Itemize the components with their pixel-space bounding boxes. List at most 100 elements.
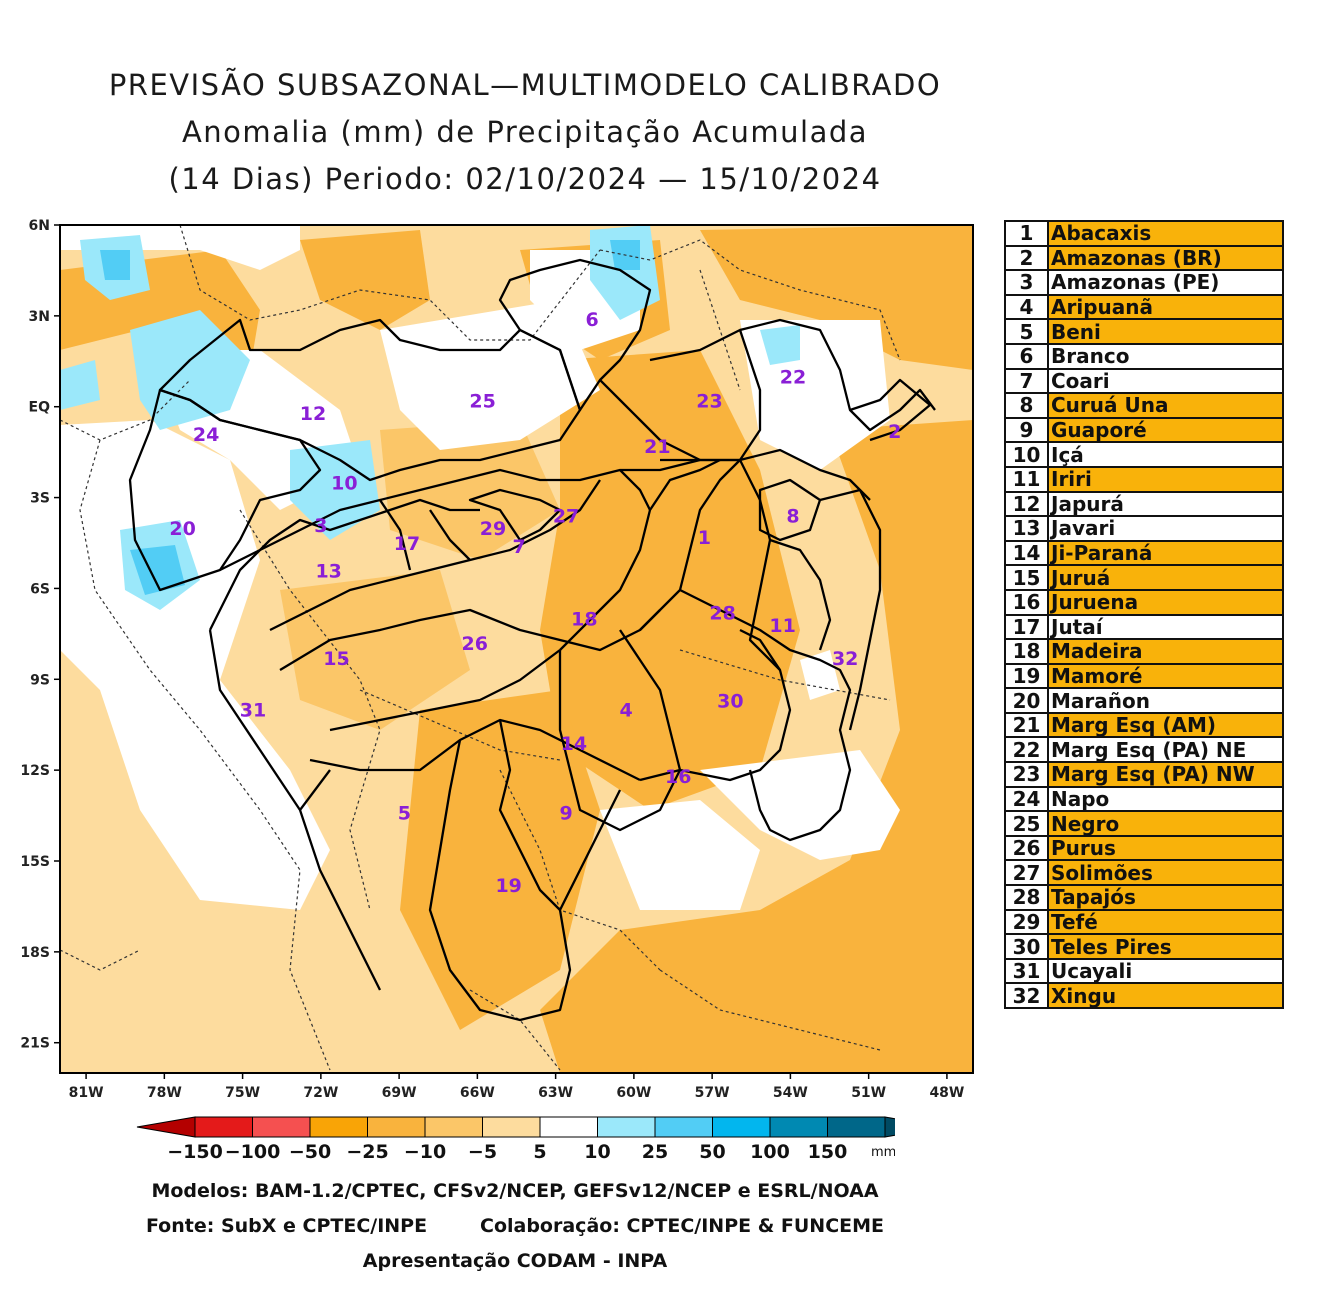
legend-row: 21 Marg Esq (AM) <box>1004 711 1284 739</box>
colorbar-label: 25 <box>642 1141 668 1163</box>
lon-label-6: 63W <box>538 1085 573 1101</box>
legend-row-number: 8 <box>1004 392 1049 419</box>
lon-label-10: 51W <box>851 1085 886 1101</box>
basin-number-15: 15 <box>323 648 349 670</box>
legend-row-basin-name: Marg Esq (PA) NW <box>1047 761 1284 788</box>
basin-number-6: 6 <box>586 309 599 331</box>
basin-number-25: 25 <box>469 391 495 413</box>
basin-number-1: 1 <box>698 527 711 549</box>
legend-row: 1 Abacaxis <box>1004 220 1284 247</box>
legend-row-number: 1 <box>1004 220 1049 247</box>
legend-row-number: 10 <box>1004 441 1049 468</box>
colorbar: −150 −100 −50 −25 −10 −5 5 10 25 50 100 150 mm <box>136 1116 895 1163</box>
colorbar-label: −100 <box>225 1141 281 1163</box>
basin-number-21: 21 <box>644 436 670 458</box>
latitude-axis: 6N 3N EQ 3S 6S 9S 12S 15S 18S 21S <box>20 218 60 1052</box>
basin-boundaries <box>128 258 936 1022</box>
map-frame <box>59 224 974 1074</box>
colorbar-boxes <box>136 1116 895 1138</box>
legend-row: 18 Madeira <box>1004 638 1284 665</box>
colorbar-arrow-left <box>136 1116 196 1138</box>
legend-row-number: 7 <box>1004 367 1049 395</box>
legend-row-number: 26 <box>1004 834 1049 862</box>
lat-label-2: EQ <box>29 400 51 416</box>
legend-row-basin-name: Tefé <box>1047 908 1284 936</box>
basin-number-27: 27 <box>553 506 579 528</box>
legend-row-number: 23 <box>1004 761 1049 788</box>
footer-presentation: Apresentação CODAM - INPA <box>362 1250 668 1272</box>
legend-row: 6 Branco <box>1004 342 1284 370</box>
legend-row: 29 Tefé <box>1004 908 1284 936</box>
legend-row: 17 Jutaí <box>1004 613 1284 641</box>
legend-row-basin-name: Marg Esq (AM) <box>1047 711 1284 739</box>
lat-label-3: 3S <box>30 491 50 507</box>
basin-number-20: 20 <box>169 518 195 540</box>
title-line-2: Anomalia (mm) de Precipitação Acumulada <box>181 115 869 149</box>
legend-row-basin-name: Beni <box>1047 318 1284 345</box>
lat-label-1: 3N <box>29 309 50 325</box>
basin-number-29: 29 <box>480 518 506 540</box>
legend-row: 8 Curuá Una <box>1004 392 1284 419</box>
legend-row-basin-name: Guaporé <box>1047 416 1284 444</box>
lat-label-7: 15S <box>20 854 50 870</box>
legend-row-basin-name: Solimões <box>1047 859 1284 887</box>
basin-number-7: 7 <box>512 536 525 558</box>
legend-row-basin-name: Branco <box>1047 342 1284 370</box>
legend-row: 31 Ucayali <box>1004 957 1284 985</box>
legend-row-number: 32 <box>1004 982 1049 1009</box>
colorbar-box <box>482 1116 541 1138</box>
lat-label-9: 21S <box>20 1036 50 1052</box>
legend-row-basin-name: Coari <box>1047 367 1284 395</box>
colorbar-box <box>827 1116 886 1138</box>
legend-row: 5 Beni <box>1004 318 1284 345</box>
basin-number-30: 30 <box>717 690 743 712</box>
colorbar-box <box>712 1116 771 1138</box>
colorbar-box <box>309 1116 368 1138</box>
lat-label-5: 9S <box>30 672 50 688</box>
lat-label-4: 6S <box>30 581 50 597</box>
legend-row: 7 Coari <box>1004 367 1284 395</box>
legend-row: 3 Amazonas (PE) <box>1004 269 1284 296</box>
colorbar-arrow-right <box>884 1116 895 1138</box>
lat-label-6: 12S <box>20 763 50 779</box>
basin-number-8: 8 <box>786 506 799 528</box>
legend-row-number: 20 <box>1004 687 1049 714</box>
footer-models: Modelos: BAM-1.2/CPTEC, CFSv2/NCEP, GEFS… <box>151 1180 879 1202</box>
legend-row-number: 9 <box>1004 416 1049 444</box>
legend-row-basin-name: Abacaxis <box>1047 220 1284 247</box>
title-line-3: (14 Dias) Periodo: 02/10/2024 — 15/10/20… <box>168 162 882 196</box>
legend-row: 11 Iriri <box>1004 465 1284 493</box>
legend-row: 16 Juruena <box>1004 588 1284 616</box>
legend-row: 23 Marg Esq (PA) NW <box>1004 761 1284 788</box>
legend-row-basin-name: Jutaí <box>1047 613 1284 641</box>
legend-row-basin-name: Madeira <box>1047 638 1284 665</box>
colorbar-box <box>424 1116 483 1138</box>
basin-number-2: 2 <box>888 421 901 443</box>
colorbar-label: 10 <box>584 1141 610 1163</box>
legend-row-number: 27 <box>1004 859 1049 887</box>
lon-label-11: 48W <box>929 1085 964 1101</box>
legend-row-number: 3 <box>1004 269 1049 296</box>
lon-label-1: 78W <box>147 1085 182 1101</box>
legend-row-basin-name: Mamoré <box>1047 662 1284 690</box>
legend-row: 14 Ji-Paraná <box>1004 539 1284 567</box>
colorbar-box <box>769 1116 828 1138</box>
legend-row-basin-name: Teles Pires <box>1047 933 1284 960</box>
legend-row-basin-name: Negro <box>1047 810 1284 837</box>
legend-row-number: 29 <box>1004 908 1049 936</box>
legend-row: 26 Purus <box>1004 834 1284 862</box>
legend-row: 2 Amazonas (BR) <box>1004 244 1284 272</box>
legend-row: 12 Japurá <box>1004 490 1284 518</box>
legend-row: 20 Marañon <box>1004 687 1284 714</box>
basin-number-28: 28 <box>709 603 735 625</box>
basin-number-13: 13 <box>315 560 341 582</box>
legend-row-number: 16 <box>1004 588 1049 616</box>
lon-label-3: 72W <box>303 1085 338 1101</box>
lat-label-0: 6N <box>29 218 50 234</box>
legend-row-basin-name: Juruá <box>1047 564 1284 591</box>
colorbar-label: −10 <box>404 1141 446 1163</box>
legend-row-number: 21 <box>1004 711 1049 739</box>
basin-number-18: 18 <box>571 609 597 631</box>
legend-row-number: 25 <box>1004 810 1049 837</box>
legend-row-number: 24 <box>1004 785 1049 813</box>
